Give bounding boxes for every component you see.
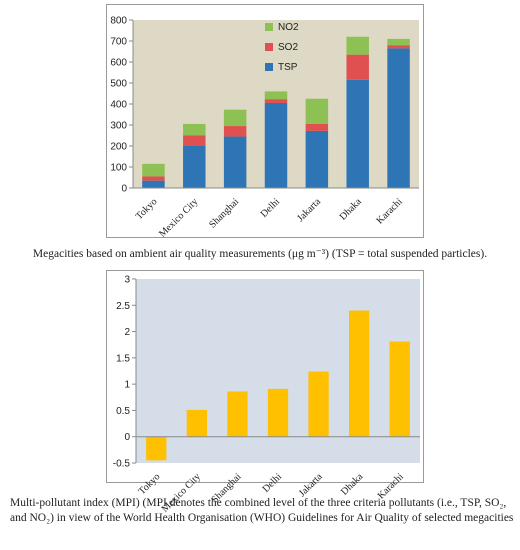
y-tick-label: 2	[124, 327, 130, 338]
bar-tokyo	[146, 436, 167, 461]
bar-jakarta	[308, 371, 329, 437]
mpi-bar-chart-panel: -0.5 0 0.5 1 1.5 2 2.5 3 Tokyo Mexico City Shangha…	[106, 270, 424, 515]
y-tick-label: 300	[110, 121, 127, 132]
bar-karachi-tsp	[387, 48, 410, 188]
x-category-label: Tokyo	[134, 196, 160, 222]
bar-jakarta-no2	[305, 98, 329, 124]
legend-label-tsp: TSP	[278, 62, 298, 73]
x-category-label: Dhaka	[339, 471, 366, 498]
y-tick-label: 0.5	[116, 406, 130, 417]
bar-dhaka-so2	[346, 54, 369, 80]
y-tick-label: 200	[110, 142, 127, 153]
x-category-label: Delhi	[261, 471, 285, 495]
bar-shanghai-no2	[223, 109, 247, 127]
stacked-bar-chart-panel: 0 100 200 300 400 500 600 700 800 Tokyo Mexico Cit…	[106, 4, 424, 240]
y-tick-label: 600	[110, 58, 127, 69]
legend-swatch-so2	[265, 43, 273, 51]
bar-delhi	[267, 388, 289, 437]
y-tick-label: 3	[124, 275, 130, 286]
bar-tokyo-so2	[142, 176, 165, 181]
bar-karachi-no2	[387, 38, 410, 46]
y-tick-label: 700	[110, 37, 127, 48]
bar-delhi-so2	[264, 99, 288, 103]
legend-label-no2: NO2	[278, 22, 299, 33]
figure-caption-1: Megacities based on ambient air quality …	[32, 248, 488, 260]
x-category-label: Jakarta	[297, 471, 325, 499]
x-category-label: Dhaka	[338, 196, 365, 223]
x-category-label: Tokyo	[137, 471, 163, 497]
y-tick-label: 0	[124, 432, 130, 443]
y-tick-label: 0	[121, 184, 127, 195]
bar-shanghai-tsp	[223, 136, 247, 188]
bar-mexico-city	[186, 409, 207, 437]
figure-caption-2: Multi-pollutant index (MPI) (MPI denotes…	[10, 497, 514, 524]
bar-mexico-city-so2	[183, 135, 206, 146]
bar-karachi-so2	[387, 45, 410, 49]
bar-dhaka	[349, 310, 370, 437]
bar-delhi-tsp	[264, 102, 288, 188]
bar-shanghai-so2	[223, 126, 247, 137]
bar-mexico-city-no2	[183, 123, 206, 136]
bar-jakarta-tsp	[305, 130, 329, 188]
legend-swatch-no2	[265, 23, 273, 31]
legend-swatch-tsp	[265, 63, 273, 71]
bar-karachi	[389, 341, 410, 437]
bar-delhi-no2	[264, 91, 288, 100]
y-tick-label: 1	[124, 380, 130, 391]
bar-jakarta-so2	[305, 123, 329, 131]
x-category-label: Mexico City	[157, 196, 200, 239]
bar-mexico-city-tsp	[183, 146, 206, 188]
y-tick-label: 500	[110, 79, 127, 90]
bar-dhaka-tsp	[346, 79, 369, 188]
bar-shanghai	[227, 391, 248, 437]
x-category-label: Shanghai	[207, 196, 241, 230]
y-tick-label: 1.5	[116, 353, 130, 364]
y-tick-label: 100	[110, 163, 127, 174]
bar-tokyo-tsp	[142, 180, 165, 188]
x-category-label: Jakarta	[295, 196, 323, 224]
bar-tokyo-no2	[142, 163, 165, 177]
y-tick-label: 400	[110, 100, 127, 111]
y-tick-label: 2.5	[116, 301, 130, 312]
bar-dhaka-no2	[346, 36, 369, 55]
y-tick-label: -0.5	[113, 459, 131, 470]
x-category-label: Delhi	[259, 196, 283, 220]
legend-label-so2: SO2	[278, 42, 298, 53]
y-tick-label: 800	[110, 16, 127, 27]
x-category-label: Karachi	[375, 196, 405, 226]
